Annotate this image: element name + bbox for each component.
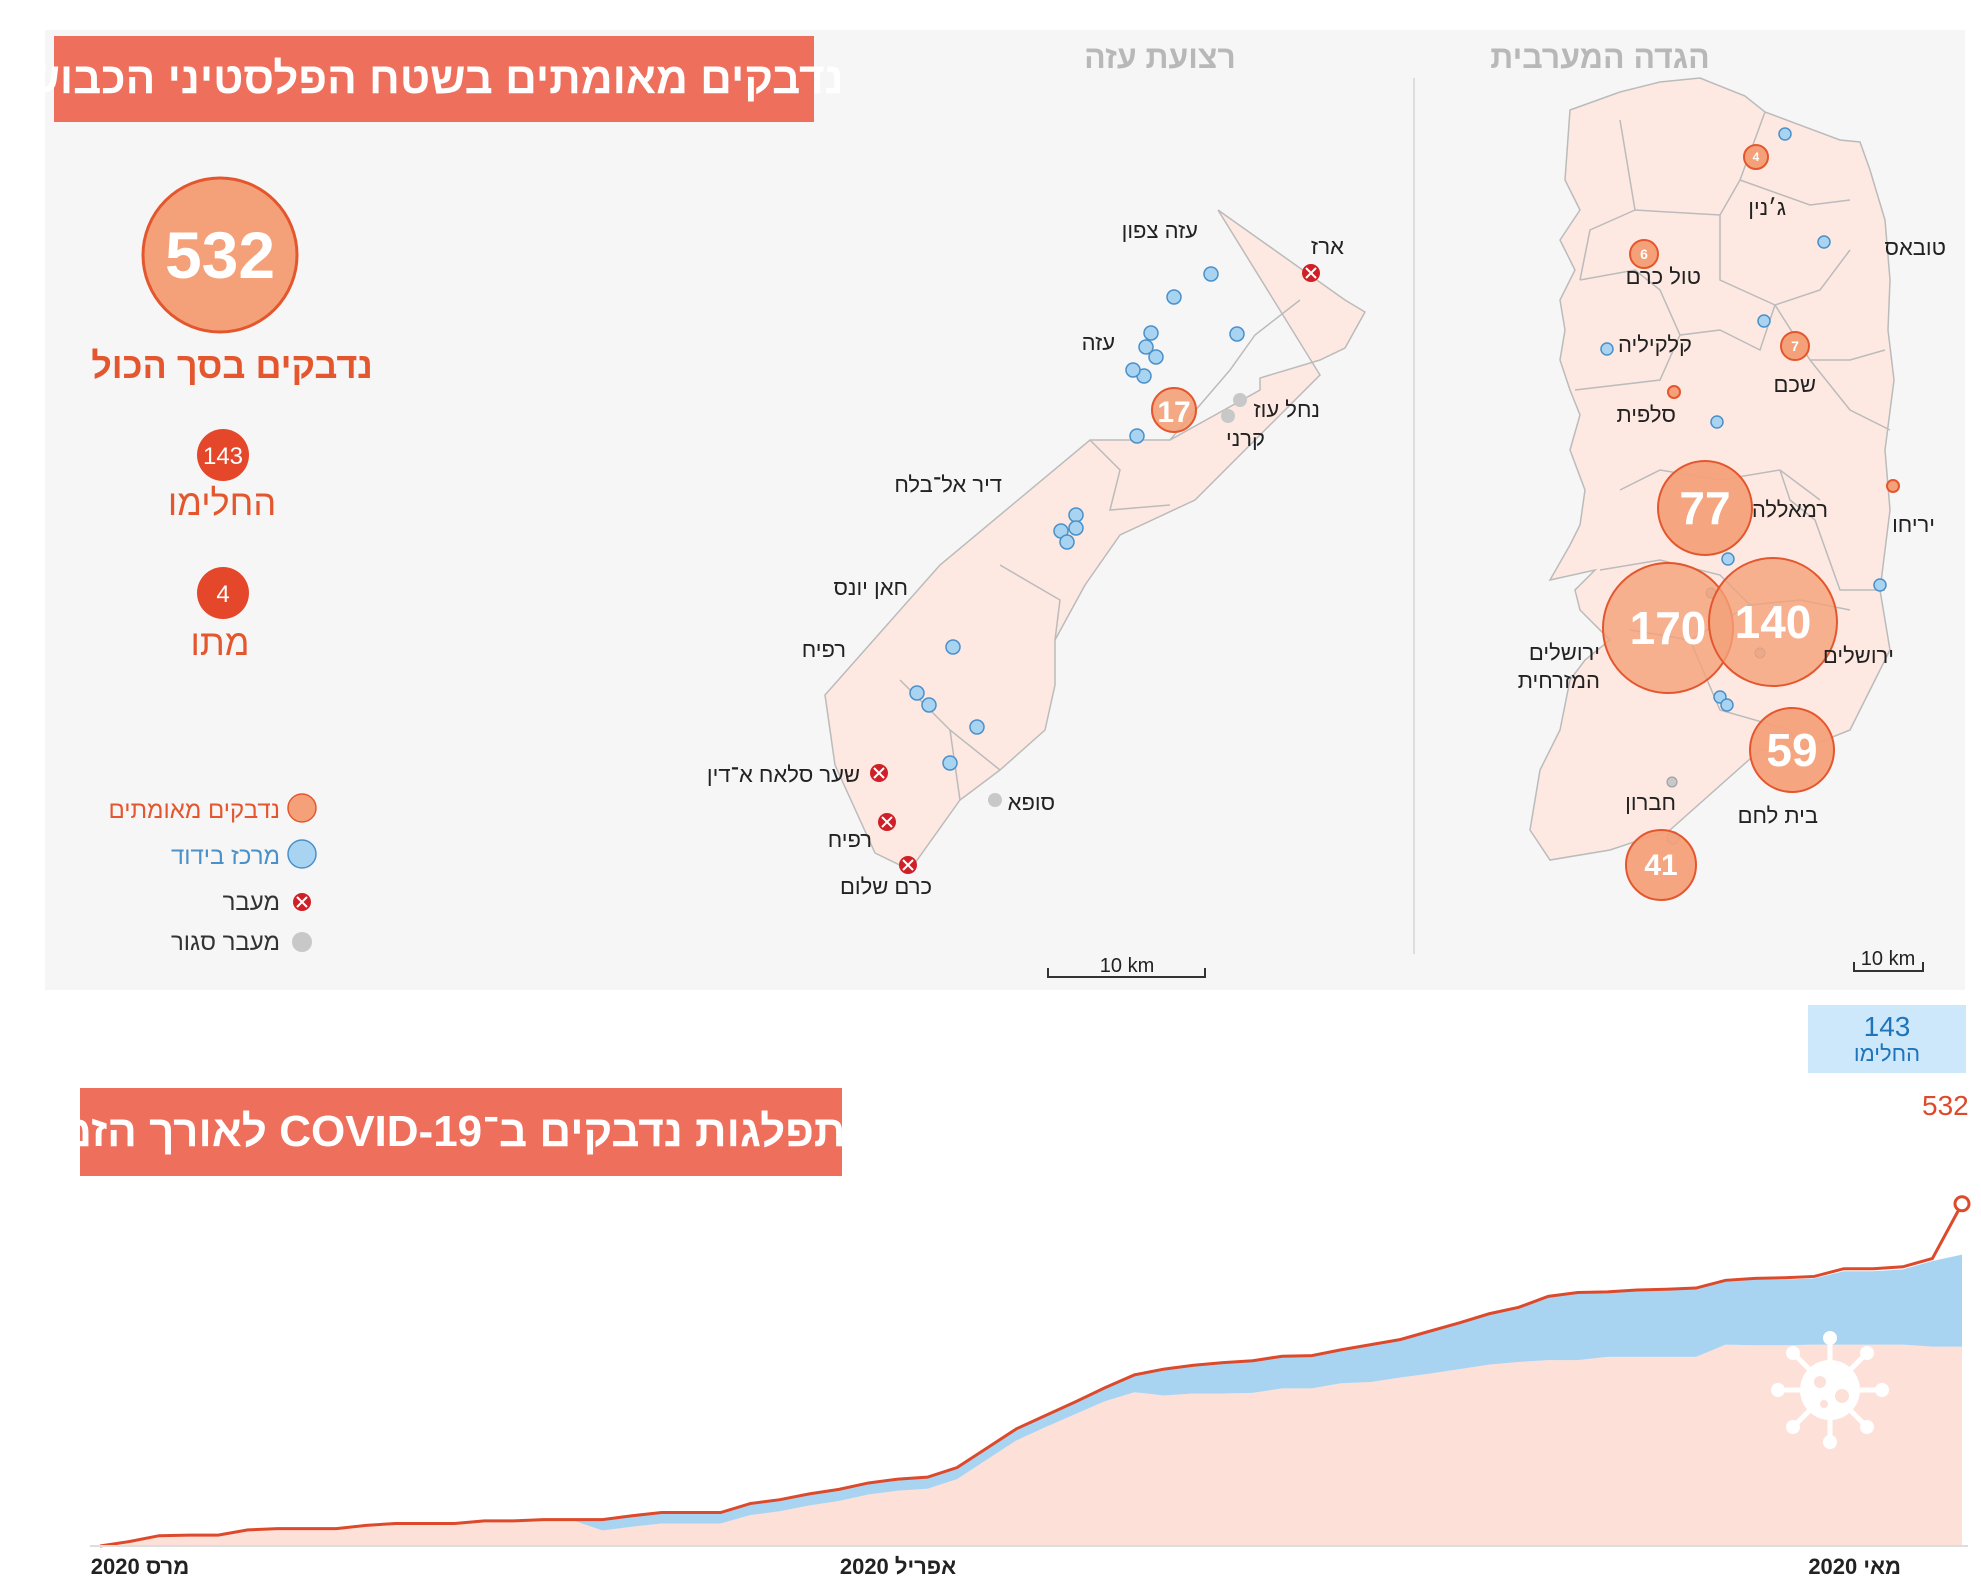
salfit-cases-circle (1667, 385, 1681, 399)
summary-stats: 532 נדבקים בסך הכול 143 החלימו 4 מתו (91, 176, 373, 663)
legend-closed-label: מעבר סגור (171, 929, 280, 956)
gaza-label-sufa: סופא (1008, 790, 1055, 815)
hebron-cases-circle (1625, 829, 1697, 901)
legend-closed-icon (292, 932, 312, 952)
total-cases-line (99, 1203, 1964, 1548)
westbank-region-title: הגדה המערבית (1490, 39, 1709, 75)
gaza-city-cases-value: 17 (1157, 396, 1190, 429)
wb-label-nablus: שכם (1773, 372, 1816, 397)
gaza-label-north: עזה צפון (1122, 218, 1198, 243)
westbank-scale-bar (1853, 962, 1924, 972)
gaza-scale-bar (1047, 968, 1206, 978)
x-tick-label: מרס 2020 (91, 1554, 189, 1579)
gaza-label-kerem: כרם שלום (840, 874, 932, 899)
deaths-value: 4 (216, 581, 229, 608)
recovered-annotation-label: החלימו (1853, 1041, 1921, 1066)
total-cases-value: 532 (165, 218, 275, 292)
jericho-cases-circle (1886, 479, 1900, 493)
legend-crossing-x (296, 896, 308, 908)
nablus-cases-circle (1780, 331, 1810, 361)
active-cases-area (100, 1344, 1962, 1546)
hebron-cases-value: 41 (1644, 849, 1677, 882)
recovered-annotation-value: 143 (1863, 1011, 1911, 1042)
gaza-strip-shape (824, 209, 1367, 871)
nablus-cases-value: 7 (1791, 338, 1799, 354)
tulkarm-cases-value: 6 (1640, 246, 1648, 262)
deaths-label: מתו (191, 622, 250, 663)
bethlehem-cases-value: 59 (1766, 724, 1817, 776)
gaza-region-title: רצועת עזה (1084, 39, 1236, 75)
timeline-title: התפלגות נדבקים ב־COVID-19 לאורך הזמן (47, 1088, 875, 1176)
tulkarm-cases-circle (1629, 239, 1659, 269)
wb-label-jerusalem: ירושלים (1823, 643, 1894, 668)
gaza-label-erez: ארז (1311, 234, 1344, 259)
recovered-value: 143 (203, 443, 243, 470)
wb-label-bethlehem: בית לחם (1738, 803, 1818, 828)
gaza-city-cases-circle (1151, 387, 1197, 433)
deaths-circle (197, 567, 249, 619)
wb-label-east-jerusalem-2: המזרחית (1518, 668, 1600, 693)
gaza-label-rafah-crossing: רפיח (828, 827, 872, 852)
gaza-label-karni: קרני (1226, 426, 1265, 451)
gaza-isolation-centers (909, 266, 1245, 771)
wb-label-east-jerusalem-1: ירושלים (1529, 640, 1600, 665)
gaza-governorate-borders (899, 299, 1301, 801)
legend-crossing-label: מעבר (223, 889, 280, 916)
bethlehem-cases-circle (1749, 707, 1835, 793)
wb-label-salfit: סלפית (1616, 402, 1676, 427)
gaza-label-gaza: עזה (1082, 330, 1115, 355)
x-tick-label: מאי 2020 (1808, 1554, 1901, 1579)
wb-label-jericho: יריחו (1892, 512, 1935, 537)
jenin-cases-circle (1743, 144, 1769, 170)
westbank-map: הגדה המערבית 4 6 7 77 170 140 (1490, 39, 1946, 972)
timeline-chart: מרס 2020 אפריל 2020 מאי 2020 (90, 1195, 1971, 1579)
jerusalem-cases-value: 140 (1735, 596, 1812, 648)
gaza-open-crossings (870, 264, 1320, 874)
gaza-map: רצועת עזה 17 עזה צפון עזה דיר אל־בלח חאן… (707, 39, 1367, 978)
gaza-label-nahal: נחל עוז (1254, 397, 1320, 422)
gaza-closed-crossings (988, 393, 1247, 807)
legend-confirmed-label: נדבקים מאומתים (108, 797, 280, 824)
wb-label-hebron: חברון (1625, 790, 1676, 815)
recovered-annotation-box: 143 החלימו (1808, 1005, 1966, 1073)
total-end-point (1953, 1195, 1971, 1213)
map-divider (1413, 78, 1415, 954)
map-title: נדבקים מאומתים בשטח הפלסטיני הכבוש (24, 36, 844, 122)
recovered-area (100, 1254, 1962, 1546)
virus-icon (1771, 1331, 1889, 1449)
recovered-label: החלימו (168, 482, 276, 523)
total-cases-circle (141, 176, 299, 334)
gaza-label-salah: שער סלאח א־דין (707, 762, 860, 787)
gaza-scale-label: 10 km (1100, 955, 1154, 977)
legend-isolation-icon (287, 839, 317, 869)
wb-label-jenin: ג׳נין (1748, 195, 1786, 220)
jenin-cases-value: 4 (1753, 150, 1760, 164)
map-legend: נדבקים מאומתים מרכז בידוד מעבר מעבר סגור (108, 793, 317, 956)
westbank-case-circles (1602, 144, 1900, 901)
wb-label-tubas: טובאס (1885, 235, 1946, 260)
wb-label-ramallah: רמאללה (1752, 497, 1828, 522)
east-jerusalem-cases-value: 170 (1630, 602, 1707, 654)
ramallah-cases-circle (1657, 460, 1753, 556)
gaza-label-rafah: רפיח (802, 637, 846, 662)
x-tick-label: אפריל 2020 (840, 1554, 956, 1579)
gaza-label-deir: דיר אל־בלח (894, 472, 1002, 497)
wb-label-tulkarm: טול כרם (1626, 264, 1701, 289)
total-annotation-value: 532 (1922, 1090, 1969, 1121)
legend-isolation-label: מרכז בידוד (171, 843, 280, 870)
westbank-isolation-centers (1600, 127, 1887, 845)
wb-label-qalqilya: קלקיליה (1618, 332, 1692, 357)
gaza-label-khan: חאן יונס (833, 575, 908, 600)
ramallah-cases-value: 77 (1679, 482, 1730, 534)
recovered-circle (197, 429, 249, 481)
legend-confirmed-icon (287, 793, 317, 823)
jerusalem-cases-circle (1708, 557, 1838, 687)
westbank-scale-label: 10 km (1861, 948, 1915, 970)
total-cases-label: נדבקים בסך הכול (91, 345, 373, 386)
